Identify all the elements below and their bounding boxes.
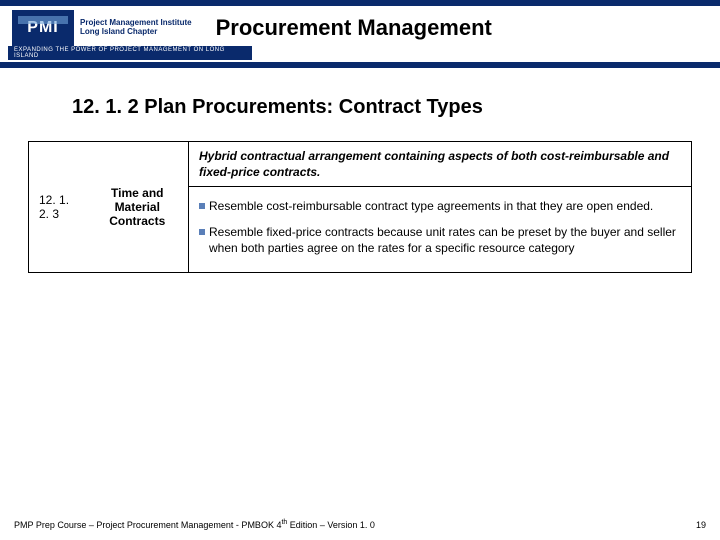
- row-number-cell: 12. 1. 2. 3: [29, 142, 87, 273]
- logo-side-line2: Long Island Chapter: [80, 28, 192, 37]
- bullet-text: Resemble fixed-price contracts because u…: [209, 225, 681, 256]
- footer-text-b: Edition – Version 1. 0: [287, 520, 375, 530]
- footer: PMP Prep Course – Project Procurement Ma…: [0, 519, 720, 530]
- table-row-desc: 12. 1. 2. 3 Time and Material Contracts …: [29, 142, 692, 187]
- footer-text-a: PMP Prep Course – Project Procurement Ma…: [14, 520, 281, 530]
- slide: PMI Project Management Institute Long Is…: [0, 0, 720, 540]
- logo-subtitle: Project Management Institute Long Island…: [80, 19, 192, 37]
- list-item: Resemble fixed-price contracts because u…: [199, 225, 681, 256]
- logo-block: PMI Project Management Institute Long Is…: [12, 10, 192, 46]
- header: PMI Project Management Institute Long Is…: [0, 6, 720, 48]
- section-heading: 12. 1. 2 Plan Procurements: Contract Typ…: [72, 96, 692, 119]
- bullet-icon: [199, 203, 205, 209]
- logo-accent: [18, 16, 68, 24]
- pmi-logo-icon: PMI: [12, 10, 74, 46]
- footer-left: PMP Prep Course – Project Procurement Ma…: [14, 519, 375, 530]
- bullets-cell: Resemble cost-reimbursable contract type…: [189, 187, 692, 273]
- description-heading-cell: Hybrid contractual arrangement containin…: [189, 142, 692, 187]
- content-area: 12. 1. 2 Plan Procurements: Contract Typ…: [0, 68, 720, 540]
- page-title: Procurement Management: [216, 15, 492, 41]
- tagline: EXPANDING THE POWER OF PROJECT MANAGEMEN…: [8, 46, 252, 60]
- contract-types-table: 12. 1. 2. 3 Time and Material Contracts …: [28, 141, 692, 273]
- list-item: Resemble cost-reimbursable contract type…: [199, 199, 681, 215]
- bullet-text: Resemble cost-reimbursable contract type…: [209, 199, 653, 215]
- bullet-icon: [199, 229, 205, 235]
- page-number: 19: [696, 520, 706, 530]
- row-name-cell: Time and Material Contracts: [87, 142, 189, 273]
